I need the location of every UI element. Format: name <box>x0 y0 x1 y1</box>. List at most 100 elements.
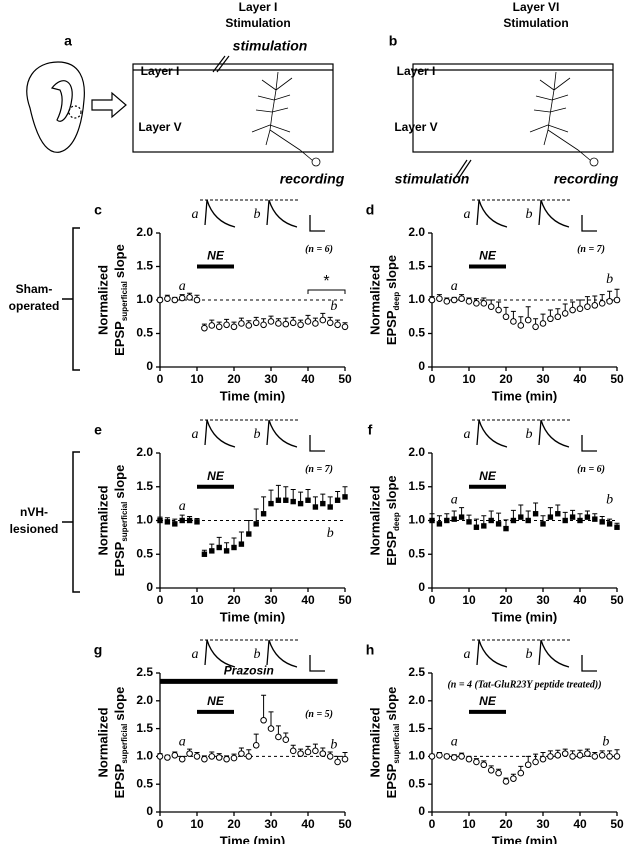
data-point <box>450 296 458 304</box>
y-label-part: EPSP <box>384 310 399 345</box>
data-point <box>436 521 443 527</box>
x-axis-label: Time (min) <box>492 609 558 624</box>
inset-letter: a <box>464 207 471 222</box>
y-label-sub: deep <box>392 292 401 311</box>
data-point <box>245 322 253 329</box>
data-point <box>164 519 171 525</box>
y-label-part: EPSP <box>384 763 399 798</box>
ne-label: NE <box>479 694 497 708</box>
y-label-line: EPSPsuperficial slope <box>112 687 129 799</box>
data-point <box>193 753 201 760</box>
y-tick-label: 0 <box>418 804 425 818</box>
data-point <box>186 294 193 301</box>
panel-letter: h <box>366 642 375 658</box>
y-label-part: EPSP <box>384 531 399 566</box>
inset-letter: b <box>254 427 261 442</box>
x-tick-label: 0 <box>157 372 164 386</box>
data-point <box>584 750 591 757</box>
n-label: (n = 4 (Tat-GluR23Y peptide treated)) <box>447 679 601 690</box>
brain-sketch <box>26 55 614 179</box>
data-point <box>164 754 171 761</box>
data-point <box>267 725 275 732</box>
data-point <box>164 295 171 302</box>
scale-bar <box>581 655 597 672</box>
data-point <box>230 754 238 762</box>
y-axis-label: Normalized EPSPdeep slope <box>367 475 401 565</box>
data-point <box>312 320 319 327</box>
point-label: a <box>451 279 458 294</box>
inset-letter: a <box>192 647 199 662</box>
data-point <box>334 321 341 329</box>
data-point <box>458 514 465 520</box>
data-point <box>342 494 348 500</box>
x-tick-label: 20 <box>499 817 513 831</box>
ne-label: NE <box>479 469 497 483</box>
data-point <box>598 300 606 307</box>
y-label-part: slope <box>384 475 399 509</box>
col-title: Layer I <box>239 0 278 14</box>
inset-trace <box>204 199 236 228</box>
x-tick-label: 10 <box>462 593 476 607</box>
inset-trace <box>204 639 236 668</box>
data-point <box>569 753 576 760</box>
data-point <box>524 761 532 769</box>
data-point <box>517 769 525 777</box>
y-tick-label: 2.0 <box>408 693 425 707</box>
y-label-sub: superficial <box>120 281 129 321</box>
data-point <box>253 521 259 527</box>
ne-label: NE <box>207 249 225 263</box>
inset-letter: b <box>526 647 533 662</box>
layer-label: Layer V <box>394 120 437 134</box>
data-point <box>547 753 554 760</box>
data-point <box>599 519 605 525</box>
data-point <box>614 524 620 530</box>
x-tick-label: 40 <box>301 593 315 607</box>
error-bar <box>261 496 267 514</box>
y-tick-label: 2.5 <box>408 665 425 679</box>
y-tick-label: 1.0 <box>136 749 153 763</box>
data-point <box>275 320 282 327</box>
data-point <box>503 525 509 532</box>
data-point <box>429 517 435 524</box>
data-point <box>156 296 164 304</box>
x-tick-label: 10 <box>190 372 204 386</box>
layer-label: Layer V <box>138 120 181 134</box>
y-label-sub: superficial <box>392 724 401 764</box>
data-point <box>487 303 495 311</box>
x-tick-label: 30 <box>264 372 278 386</box>
x-axis-label: Time (min) <box>220 388 286 403</box>
data-point <box>312 504 319 510</box>
data-point <box>495 306 502 314</box>
col-title: Layer VI <box>513 0 560 14</box>
y-tick-label: 0.5 <box>408 776 425 790</box>
data-point <box>186 750 193 757</box>
panel-letter: f <box>368 422 373 438</box>
data-point <box>157 517 163 524</box>
inset-trace <box>476 639 508 668</box>
n-label: (n = 5) <box>305 709 333 720</box>
y-tick-label: 0.5 <box>136 776 153 790</box>
y-label-part: EPSP <box>112 321 127 356</box>
data-point <box>282 320 290 328</box>
data-point <box>428 753 436 760</box>
n-label: (n = 6) <box>305 244 333 255</box>
y-tick-label: 2.0 <box>136 225 153 239</box>
data-point <box>320 500 326 507</box>
significance-label: * <box>323 273 329 290</box>
y-tick-label: 0.5 <box>136 326 153 340</box>
inset-letter: a <box>464 647 471 662</box>
data-point <box>252 741 260 749</box>
panel-letter: g <box>94 642 103 658</box>
data-point <box>443 753 451 760</box>
data-point <box>495 521 502 527</box>
x-tick-label: 10 <box>462 372 476 386</box>
data-point <box>186 517 193 524</box>
data-point <box>591 302 599 309</box>
data-point <box>260 716 267 724</box>
data-point <box>208 322 216 329</box>
data-point <box>502 778 510 785</box>
x-tick-label: 20 <box>227 817 241 831</box>
layer-label: Layer I <box>397 64 436 78</box>
